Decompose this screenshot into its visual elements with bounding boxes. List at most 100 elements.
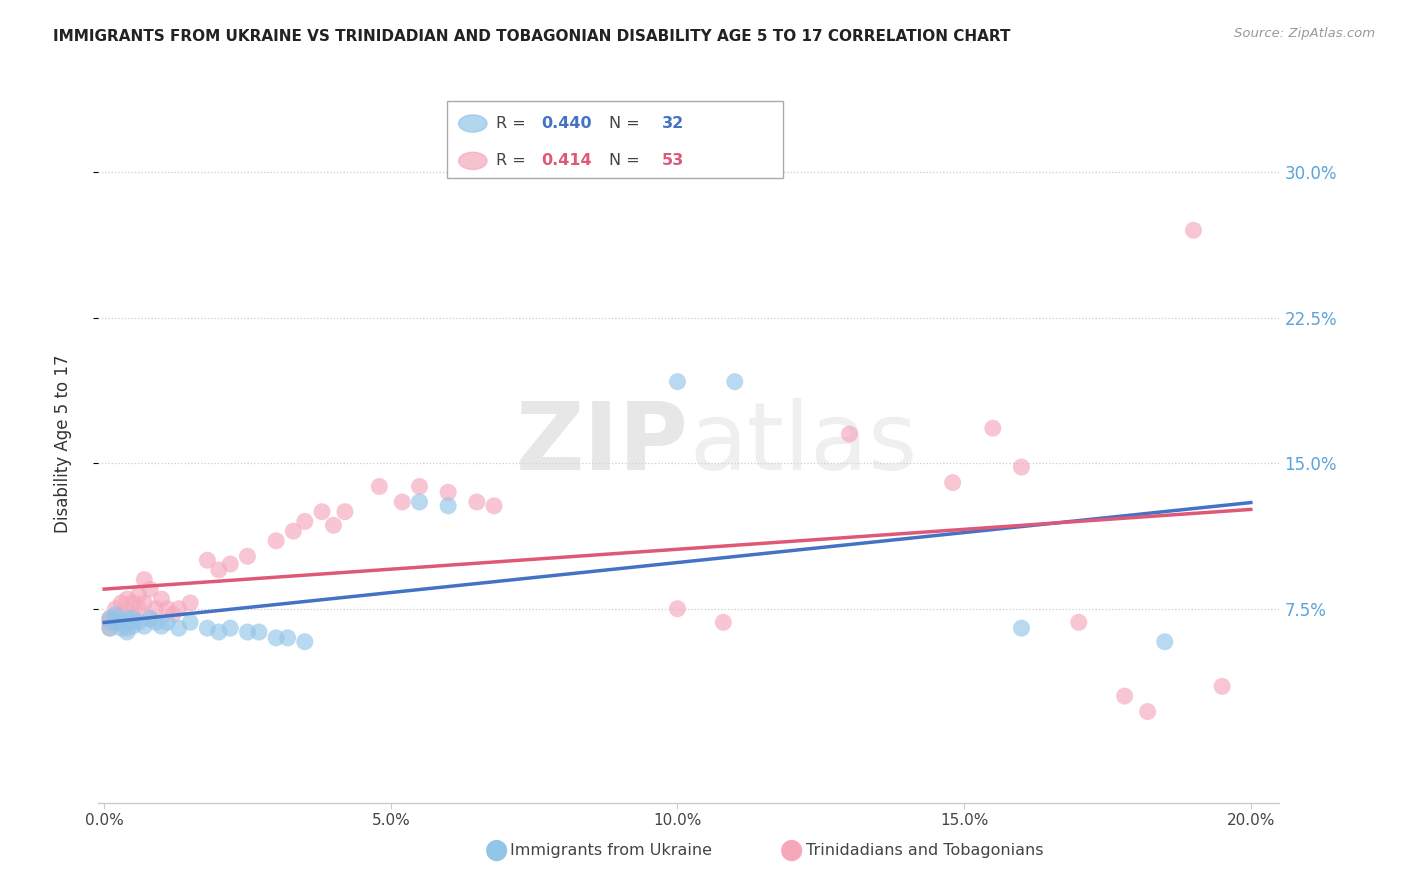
Point [666, 375, 689, 389]
Point [219, 621, 242, 635]
Text: IMMIGRANTS FROM UKRAINE VS TRINIDADIAN AND TOBAGONIAN DISABILITY AGE 5 TO 17 COR: IMMIGRANTS FROM UKRAINE VS TRINIDADIAN A… [53, 29, 1011, 44]
Point [1182, 223, 1205, 237]
Point [1114, 689, 1136, 703]
Point [236, 625, 259, 640]
Point [1153, 634, 1175, 648]
Text: R =: R = [496, 116, 531, 131]
Point [294, 515, 316, 529]
Point [104, 601, 127, 615]
Circle shape [458, 153, 486, 169]
Point [98, 615, 121, 630]
Point [1136, 705, 1159, 719]
Point [437, 485, 460, 500]
Point [98, 611, 121, 625]
Point [368, 479, 391, 493]
Text: Source: ZipAtlas.com: Source: ZipAtlas.com [1234, 27, 1375, 40]
FancyBboxPatch shape [447, 101, 783, 178]
Text: 0.440: 0.440 [541, 116, 592, 131]
Point [121, 619, 143, 633]
Text: R =: R = [496, 153, 531, 169]
Point [981, 421, 1004, 435]
Point [150, 592, 173, 607]
Point [437, 499, 460, 513]
Point [264, 631, 287, 645]
Point [208, 563, 231, 577]
Point [1011, 460, 1033, 475]
Text: 32: 32 [662, 116, 685, 131]
Point [195, 621, 218, 635]
Point [156, 601, 179, 615]
Point [145, 615, 167, 630]
Point [219, 557, 242, 571]
Point [128, 615, 150, 630]
Point [264, 533, 287, 548]
Point [110, 607, 132, 622]
Point [110, 615, 132, 630]
Point [391, 495, 413, 509]
Point [942, 475, 965, 490]
Point [115, 625, 138, 640]
Point [115, 592, 138, 607]
Point [121, 607, 143, 622]
Point [128, 588, 150, 602]
Point [150, 619, 173, 633]
Point [121, 615, 143, 630]
Point [195, 553, 218, 567]
Point [408, 479, 430, 493]
Text: Immigrants from Ukraine: Immigrants from Ukraine [510, 843, 713, 857]
Point [482, 499, 505, 513]
Text: 53: 53 [662, 153, 685, 169]
Point [1067, 615, 1090, 630]
Point [208, 625, 231, 640]
Text: N =: N = [609, 153, 644, 169]
Y-axis label: Disability Age 5 to 17: Disability Age 5 to 17 [53, 354, 72, 533]
Text: 0.414: 0.414 [541, 153, 592, 169]
Point [128, 601, 150, 615]
Point [139, 582, 162, 597]
Point [139, 611, 162, 625]
Text: Trinidadians and Tobagonians: Trinidadians and Tobagonians [806, 843, 1043, 857]
Point [1211, 679, 1233, 693]
Point [121, 611, 143, 625]
Point [408, 495, 430, 509]
Point [115, 611, 138, 625]
Point [98, 621, 121, 635]
Point [134, 573, 156, 587]
Point [104, 607, 127, 622]
Point [465, 495, 488, 509]
Point [104, 615, 127, 630]
Point [1011, 621, 1033, 635]
Point [134, 619, 156, 633]
Point [98, 621, 121, 635]
Point [838, 427, 860, 442]
Point [104, 615, 127, 630]
Point [247, 625, 270, 640]
Point [167, 601, 190, 615]
Point [179, 596, 201, 610]
Text: ⬤: ⬤ [485, 839, 509, 861]
Point [162, 607, 184, 622]
Point [98, 611, 121, 625]
Point [666, 601, 689, 615]
Point [115, 621, 138, 635]
Point [311, 505, 333, 519]
Point [156, 615, 179, 630]
Point [167, 621, 190, 635]
Point [277, 631, 299, 645]
Text: N =: N = [609, 116, 644, 131]
Point [104, 611, 127, 625]
Point [121, 596, 143, 610]
Point [110, 621, 132, 635]
Point [236, 549, 259, 564]
Text: ZIP: ZIP [516, 398, 689, 490]
Point [322, 518, 344, 533]
Point [711, 615, 734, 630]
Point [145, 601, 167, 615]
Point [333, 505, 356, 519]
Point [179, 615, 201, 630]
Text: ⬤: ⬤ [780, 839, 804, 861]
Point [134, 596, 156, 610]
Point [294, 634, 316, 648]
Point [283, 524, 305, 538]
Point [724, 375, 747, 389]
